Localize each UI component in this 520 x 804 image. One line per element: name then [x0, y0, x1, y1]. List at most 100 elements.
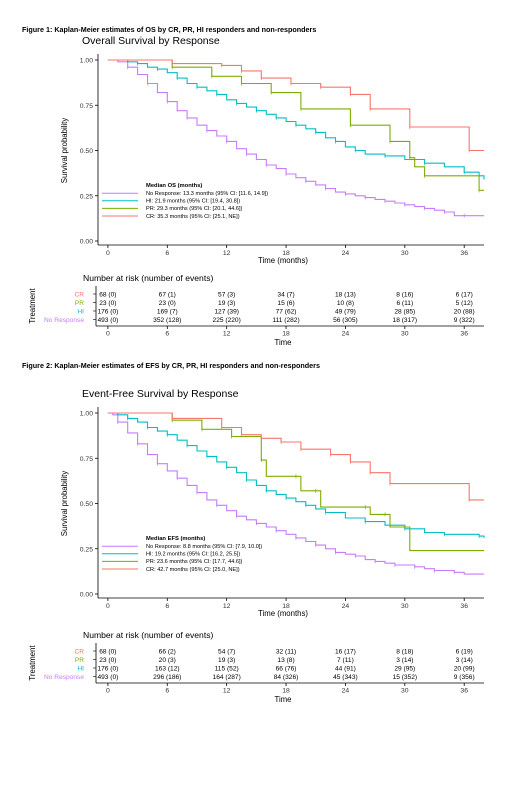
x-tick-label: 30 — [401, 603, 409, 610]
risk-cell: 44 (91) — [335, 666, 356, 673]
y-tick-label: 0.25 — [80, 546, 93, 553]
y-tick-label: 0.50 — [80, 148, 93, 155]
risk-cell: 6 (19) — [456, 649, 473, 656]
legend-title: Median OS (months) — [146, 183, 202, 189]
y-tick-label: 0.75 — [80, 456, 93, 463]
risk-cell: 8 (18) — [396, 649, 413, 656]
risk-cell: 15 (352) — [393, 674, 418, 681]
km-curve-cr — [107, 59, 484, 152]
legend-entry: CR: 35.3 months (95% CI: [25.1, NE]) — [146, 214, 240, 220]
risk-row-label: HI — [77, 666, 84, 673]
risk-row-label: PR — [75, 300, 84, 307]
risk-cell: 15 (6) — [277, 300, 294, 307]
legend-entry: No Response: 8.8 months (95% CI: [7.9, 1… — [146, 544, 262, 550]
risk-cell: 19 (3) — [218, 300, 235, 307]
risk-cell: 5 (12) — [456, 300, 473, 307]
chart-title: Event-Free Survival by Response — [82, 388, 239, 400]
y-axis-label: Survival probability — [60, 118, 69, 184]
x-tick-label: 0 — [106, 603, 110, 610]
risk-x-tick-label: 36 — [460, 688, 468, 695]
risk-cell: 68 (0) — [99, 649, 116, 656]
legend-title: Median EFS (months) — [146, 536, 205, 542]
risk-row-label: CR — [74, 649, 84, 656]
risk-x-tick-label: 6 — [165, 331, 169, 338]
risk-table-title: Number at risk (number of events) — [83, 273, 214, 283]
y-tick-label: 1.00 — [80, 58, 93, 65]
risk-cell: 45 (343) — [333, 674, 358, 681]
risk-x-tick-label: 30 — [401, 688, 409, 695]
risk-cell: 164 (287) — [213, 674, 241, 681]
x-tick-label: 18 — [282, 250, 290, 257]
y-tick-label: 0.25 — [80, 193, 93, 200]
risk-cell: 352 (128) — [153, 317, 181, 324]
risk-x-tick-label: 0 — [106, 331, 110, 338]
chart-title: Overall Survival by Response — [82, 35, 220, 47]
risk-cell: 9 (356) — [454, 674, 475, 681]
risk-cell: 7 (11) — [337, 657, 354, 664]
risk-cell: 23 (0) — [99, 300, 116, 307]
risk-y-label: Treatment — [28, 288, 37, 324]
risk-cell: 84 (326) — [274, 674, 299, 681]
risk-row-label: HI — [77, 309, 84, 316]
risk-cell: 18 (13) — [335, 292, 356, 299]
risk-cell: 49 (79) — [335, 309, 356, 316]
km-curve-hi — [107, 59, 485, 180]
risk-table-efs: Number at risk (number of events) CR 68 (0… — [28, 630, 484, 704]
risk-cell: 225 (220) — [213, 317, 241, 324]
risk-row-label: No Response — [44, 317, 84, 324]
risk-cell: 6 (11) — [396, 300, 413, 307]
risk-x-tick-label: 0 — [106, 688, 110, 695]
risk-x-tick-label: 12 — [223, 688, 231, 695]
risk-cell: 20 (88) — [454, 309, 475, 316]
risk-cell: 127 (39) — [214, 309, 239, 316]
risk-x-tick-label: 18 — [282, 688, 290, 695]
x-tick-label: 6 — [165, 603, 169, 610]
risk-cell: 115 (52) — [215, 666, 239, 673]
legend-entry: No Response: 13.3 months (95% CI: [11.6,… — [146, 191, 268, 197]
risk-table-os: Number at risk (number of events) CR 68 (0… — [28, 273, 484, 347]
risk-cell: 57 (3) — [218, 292, 235, 299]
risk-cell: 56 (305) — [333, 317, 358, 324]
x-tick-label: 18 — [282, 603, 290, 610]
risk-row-label: CR — [74, 292, 84, 299]
risk-cell: 296 (186) — [153, 674, 181, 681]
y-axis-label: Survival probability — [60, 471, 69, 537]
x-tick-label: 24 — [342, 250, 350, 257]
y-tick-label: 0.00 — [80, 592, 93, 599]
x-tick-label: 36 — [460, 603, 468, 610]
x-axis-label: Time (months) — [258, 256, 308, 265]
risk-cell: 20 (3) — [159, 657, 176, 664]
risk-cell: 9 (322) — [454, 317, 475, 324]
risk-cell: 20 (99) — [454, 666, 475, 673]
risk-x-tick-label: 24 — [342, 688, 350, 695]
x-tick-label: 36 — [460, 250, 468, 257]
risk-cell: 68 (0) — [99, 292, 116, 299]
figure-1-caption: Figure 1: Kaplan-Meier estimates of OS b… — [22, 25, 317, 34]
risk-cell: 10 (8) — [337, 300, 354, 307]
risk-cell: 3 (14) — [396, 657, 413, 664]
risk-cell: 3 (14) — [456, 657, 473, 664]
y-tick-label: 1.00 — [80, 411, 93, 418]
y-tick-label: 0.50 — [80, 501, 93, 508]
risk-x-tick-label: 6 — [165, 688, 169, 695]
km-curve-no-response — [107, 412, 484, 575]
risk-cell: 66 (2) — [159, 649, 176, 656]
x-tick-label: 12 — [223, 603, 231, 610]
risk-cell: 67 (1) — [159, 292, 176, 299]
risk-cell: 493 (0) — [97, 317, 118, 324]
risk-cell: 28 (85) — [394, 309, 415, 316]
km-curve-pr — [107, 412, 484, 552]
km-curve-pr — [107, 59, 484, 191]
y-tick-label: 0.00 — [80, 239, 93, 246]
risk-cell: 54 (7) — [218, 649, 235, 656]
risk-cell: 13 (8) — [277, 657, 294, 664]
risk-cell: 19 (3) — [218, 657, 235, 664]
x-tick-label: 6 — [165, 250, 169, 257]
risk-row-label: No Response — [44, 674, 84, 681]
x-tick-label: 30 — [401, 250, 409, 257]
legend-entry: PR: 23.6 months (95% CI: [17.7, 44.6]) — [146, 559, 243, 565]
risk-x-tick-label: 24 — [342, 331, 350, 338]
legend-entry: PR: 29.3 months (95% CI: [20.1, 44.6]) — [146, 206, 243, 212]
x-tick-label: 12 — [223, 250, 231, 257]
risk-x-label: Time — [274, 338, 291, 347]
